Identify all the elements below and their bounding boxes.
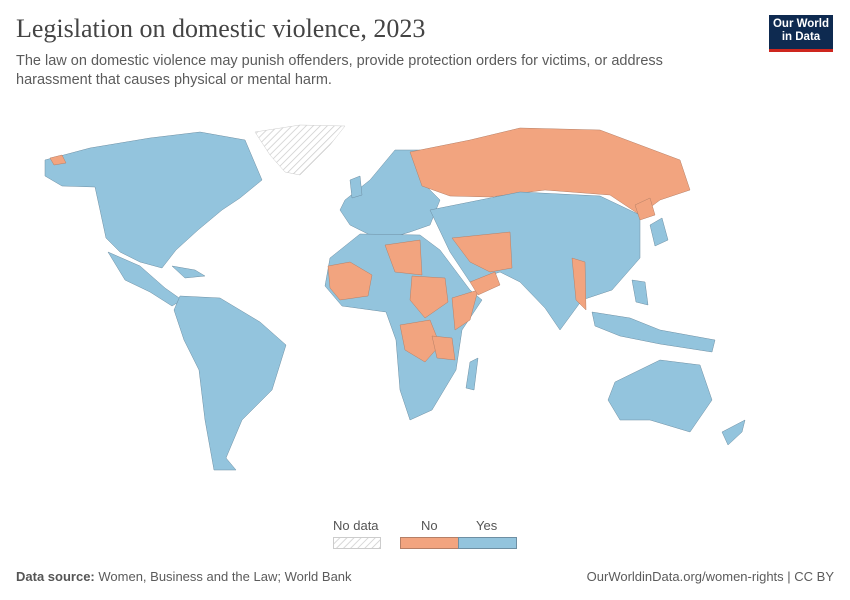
region-tanzania[interactable]	[431, 335, 456, 361]
legend-swatch-no[interactable]	[400, 537, 459, 549]
region-sudan-chad[interactable]	[409, 275, 449, 319]
region-australia[interactable]	[607, 359, 713, 433]
region-myanmar[interactable]	[571, 257, 587, 311]
owid-logo[interactable]: Our World in Data	[769, 15, 833, 52]
subtitle: The law on domestic violence may punish …	[16, 53, 663, 88]
region-east-africa[interactable]	[451, 289, 479, 331]
region-japan[interactable]	[649, 217, 669, 247]
legend-label-no-data: No data	[333, 518, 379, 533]
region-new-zealand[interactable]	[721, 419, 746, 446]
region-alaska-tip[interactable]	[49, 154, 67, 166]
world-map[interactable]	[0, 110, 850, 510]
region-middle-east[interactable]	[451, 231, 513, 273]
region-arabia-south[interactable]	[469, 271, 501, 296]
legend-swatch-no-data[interactable]	[333, 537, 381, 549]
data-source: Data source: Women, Business and the Law…	[16, 569, 352, 584]
region-north-america[interactable]	[44, 131, 263, 269]
region-southeast-asia-islands[interactable]	[591, 311, 716, 353]
region-west-africa[interactable]	[327, 261, 373, 301]
legend-swatch-yes[interactable]	[458, 537, 517, 549]
url-license[interactable]: OurWorldinData.org/women-rights | CC BY	[586, 569, 834, 584]
region-philippines[interactable]	[631, 279, 649, 306]
legend-label-yes: Yes	[476, 518, 498, 533]
region-madagascar[interactable]	[465, 357, 479, 391]
source-text[interactable]: Women, Business and the Law; World Bank	[98, 569, 352, 584]
region-greenland[interactable]	[254, 124, 346, 176]
region-central-africa[interactable]	[399, 319, 441, 363]
region-north-korea[interactable]	[634, 197, 656, 221]
page-title: Legislation on domestic violence, 2023	[16, 14, 426, 43]
region-uk[interactable]	[349, 175, 363, 199]
region-caribbean[interactable]	[171, 265, 206, 279]
region-europe[interactable]	[339, 149, 441, 239]
region-south-america[interactable]	[173, 295, 287, 471]
region-north-africa[interactable]	[384, 239, 423, 276]
legend-label-no: No	[421, 518, 438, 533]
source-label: Data source:	[16, 569, 95, 584]
